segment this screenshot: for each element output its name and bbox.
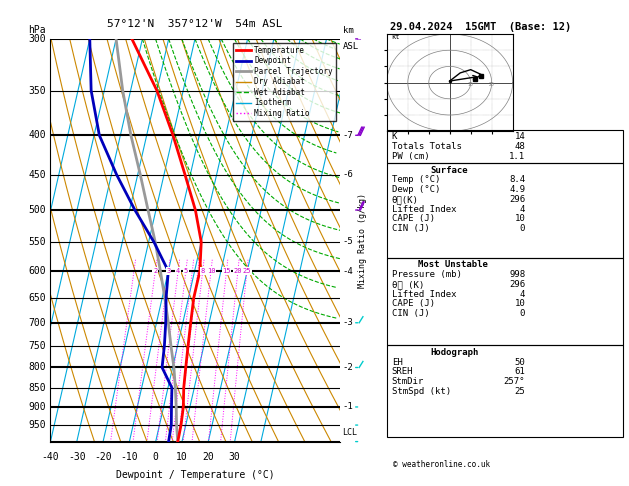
Text: 10: 10 (515, 299, 525, 309)
Text: 300: 300 (28, 34, 46, 44)
Text: K: K (392, 132, 398, 141)
Text: -30: -30 (68, 452, 86, 462)
Text: 4.9: 4.9 (509, 185, 525, 194)
Text: 257°: 257° (504, 377, 525, 386)
Text: -20: -20 (94, 452, 112, 462)
Text: 850: 850 (28, 383, 46, 393)
Text: Lifted Index: Lifted Index (392, 290, 457, 299)
Text: 700: 700 (28, 318, 46, 328)
Text: 20: 20 (489, 82, 494, 87)
Text: 20: 20 (233, 268, 242, 274)
Text: StmSpd (kt): StmSpd (kt) (392, 387, 451, 396)
Text: kt: kt (391, 34, 399, 40)
Text: 15: 15 (222, 268, 231, 274)
Text: -5: -5 (343, 238, 353, 246)
Text: 10: 10 (515, 214, 525, 224)
Text: 350: 350 (28, 86, 46, 96)
Text: 800: 800 (28, 363, 46, 372)
Text: 400: 400 (28, 130, 46, 140)
Text: 998: 998 (509, 270, 525, 279)
Text: Most Unstable: Most Unstable (418, 260, 488, 270)
Text: -3: -3 (343, 318, 353, 327)
Text: 450: 450 (28, 170, 46, 180)
Text: 4: 4 (520, 205, 525, 214)
Text: StmDir: StmDir (392, 377, 424, 386)
Text: 600: 600 (28, 266, 46, 276)
Text: -7: -7 (343, 131, 353, 140)
Text: 29.04.2024  15GMT  (Base: 12): 29.04.2024 15GMT (Base: 12) (390, 22, 571, 32)
Text: 10: 10 (176, 452, 187, 462)
Text: EH: EH (392, 358, 403, 367)
Text: 0: 0 (520, 224, 525, 233)
Text: SREH: SREH (392, 367, 413, 377)
Text: 30: 30 (228, 452, 240, 462)
Text: 10: 10 (468, 82, 474, 87)
Text: 8: 8 (201, 268, 205, 274)
Text: LCL: LCL (343, 428, 357, 436)
Text: -2: -2 (343, 363, 353, 372)
Text: -40: -40 (42, 452, 59, 462)
Text: Dewp (°C): Dewp (°C) (392, 185, 440, 194)
Text: 650: 650 (28, 293, 46, 303)
Text: 0: 0 (153, 452, 159, 462)
Text: 8.4: 8.4 (509, 175, 525, 185)
Text: 4: 4 (176, 268, 181, 274)
Text: 550: 550 (28, 237, 46, 247)
Legend: Temperature, Dewpoint, Parcel Trajectory, Dry Adiabat, Wet Adiabat, Isotherm, Mi: Temperature, Dewpoint, Parcel Trajectory… (233, 43, 336, 121)
Text: 25: 25 (243, 268, 251, 274)
Text: 0: 0 (520, 309, 525, 318)
Text: Mixing Ratio (g/kg): Mixing Ratio (g/kg) (359, 193, 367, 288)
Text: 61: 61 (515, 367, 525, 377)
Text: 900: 900 (28, 402, 46, 412)
Text: θᴇ (K): θᴇ (K) (392, 280, 424, 289)
Text: 25: 25 (515, 387, 525, 396)
Text: Lifted Index: Lifted Index (392, 205, 457, 214)
Text: -1: -1 (343, 402, 353, 412)
Text: Pressure (mb): Pressure (mb) (392, 270, 462, 279)
Text: hPa: hPa (28, 25, 46, 35)
Text: 4: 4 (520, 290, 525, 299)
Text: 50: 50 (515, 358, 525, 367)
Text: 57°12'N  357°12'W  54m ASL: 57°12'N 357°12'W 54m ASL (107, 19, 283, 29)
Text: Dewpoint / Temperature (°C): Dewpoint / Temperature (°C) (116, 470, 274, 481)
Text: 48: 48 (515, 142, 525, 151)
Text: -6: -6 (343, 170, 353, 179)
Text: km: km (343, 26, 353, 35)
Text: CIN (J): CIN (J) (392, 309, 430, 318)
Text: 950: 950 (28, 420, 46, 430)
Text: -4: -4 (343, 267, 353, 276)
Text: 20: 20 (203, 452, 214, 462)
Text: Totals Totals: Totals Totals (392, 142, 462, 151)
Text: PW (cm): PW (cm) (392, 152, 430, 161)
Text: Hodograph: Hodograph (431, 348, 479, 357)
Text: © weatheronline.co.uk: © weatheronline.co.uk (393, 460, 490, 469)
Text: 750: 750 (28, 341, 46, 351)
Text: 5: 5 (184, 268, 188, 274)
Text: ASL: ASL (343, 42, 359, 51)
Text: θᴇ(K): θᴇ(K) (392, 195, 419, 204)
Text: CAPE (J): CAPE (J) (392, 299, 435, 309)
Text: 3: 3 (166, 268, 170, 274)
Text: 500: 500 (28, 205, 46, 215)
Text: CAPE (J): CAPE (J) (392, 214, 435, 224)
Text: 296: 296 (509, 280, 525, 289)
Text: Temp (°C): Temp (°C) (392, 175, 440, 185)
Text: 1.1: 1.1 (509, 152, 525, 161)
Text: CIN (J): CIN (J) (392, 224, 430, 233)
Text: -10: -10 (120, 452, 138, 462)
Text: 10: 10 (207, 268, 215, 274)
Text: 296: 296 (509, 195, 525, 204)
Text: 14: 14 (515, 132, 525, 141)
Text: Surface: Surface (431, 166, 469, 175)
Text: 2: 2 (153, 268, 157, 274)
